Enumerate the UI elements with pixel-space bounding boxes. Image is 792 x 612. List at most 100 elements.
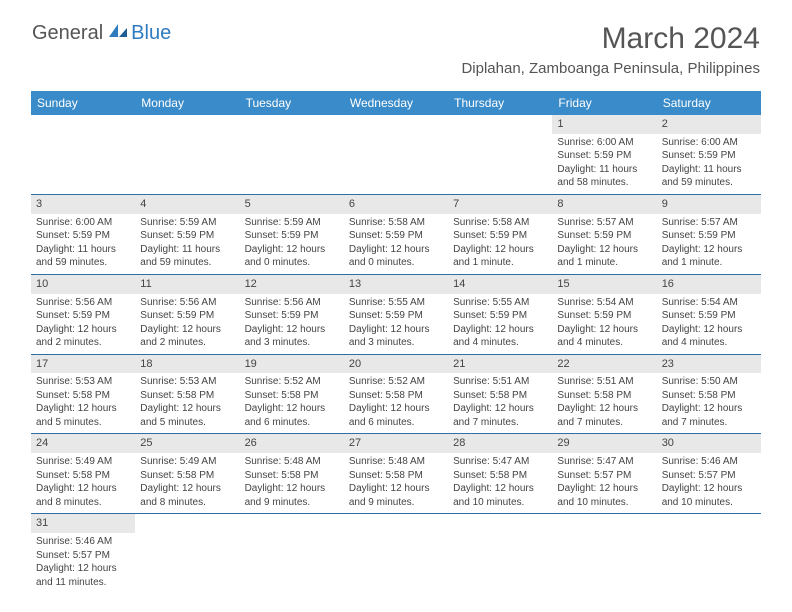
day-number: 7 — [448, 195, 552, 214]
day-number: 9 — [657, 195, 761, 214]
sunset-text: Sunset: 5:59 PM — [557, 229, 651, 243]
day-number: 27 — [344, 434, 448, 453]
calendar-day-cell: 9Sunrise: 5:57 AMSunset: 5:59 PMDaylight… — [657, 194, 761, 274]
calendar-day-cell: 24Sunrise: 5:49 AMSunset: 5:58 PMDayligh… — [31, 434, 135, 514]
sunset-text: Sunset: 5:58 PM — [453, 389, 547, 403]
day-number: 24 — [31, 434, 135, 453]
calendar-day-cell: 2Sunrise: 6:00 AMSunset: 5:59 PMDaylight… — [657, 115, 761, 194]
day-details: Sunrise: 5:56 AMSunset: 5:59 PMDaylight:… — [240, 294, 344, 354]
sunrise-text: Sunrise: 5:46 AM — [662, 455, 756, 469]
sunset-text: Sunset: 5:59 PM — [245, 309, 339, 323]
sunset-text: Sunset: 5:58 PM — [453, 469, 547, 483]
calendar-day-cell: 15Sunrise: 5:54 AMSunset: 5:59 PMDayligh… — [552, 274, 656, 354]
daylight-text: Daylight: 12 hours and 10 minutes. — [662, 482, 756, 509]
weekday-header: Saturday — [657, 91, 761, 115]
weekday-header-row: SundayMondayTuesdayWednesdayThursdayFrid… — [31, 91, 761, 115]
sunset-text: Sunset: 5:58 PM — [349, 469, 443, 483]
calendar-day-cell: 6Sunrise: 5:58 AMSunset: 5:59 PMDaylight… — [344, 194, 448, 274]
daylight-text: Daylight: 11 hours and 59 minutes. — [140, 243, 234, 270]
day-number: 14 — [448, 275, 552, 294]
day-details: Sunrise: 5:53 AMSunset: 5:58 PMDaylight:… — [31, 373, 135, 433]
calendar-day-cell — [240, 115, 344, 194]
calendar-day-cell — [240, 514, 344, 593]
weekday-header: Tuesday — [240, 91, 344, 115]
daylight-text: Daylight: 11 hours and 58 minutes. — [557, 163, 651, 190]
day-number: 8 — [552, 195, 656, 214]
day-number: 20 — [344, 355, 448, 374]
calendar-day-cell: 27Sunrise: 5:48 AMSunset: 5:58 PMDayligh… — [344, 434, 448, 514]
calendar-body: 1Sunrise: 6:00 AMSunset: 5:59 PMDaylight… — [31, 115, 761, 593]
day-details: Sunrise: 5:54 AMSunset: 5:59 PMDaylight:… — [657, 294, 761, 354]
sunset-text: Sunset: 5:59 PM — [662, 229, 756, 243]
sunrise-text: Sunrise: 6:00 AM — [662, 136, 756, 150]
sunrise-text: Sunrise: 5:52 AM — [245, 375, 339, 389]
day-number: 17 — [31, 355, 135, 374]
sunrise-text: Sunrise: 5:49 AM — [36, 455, 130, 469]
daylight-text: Daylight: 12 hours and 0 minutes. — [349, 243, 443, 270]
day-details: Sunrise: 5:58 AMSunset: 5:59 PMDaylight:… — [344, 214, 448, 274]
daylight-text: Daylight: 12 hours and 10 minutes. — [557, 482, 651, 509]
sunset-text: Sunset: 5:59 PM — [36, 309, 130, 323]
calendar-day-cell: 28Sunrise: 5:47 AMSunset: 5:58 PMDayligh… — [448, 434, 552, 514]
sunrise-text: Sunrise: 5:50 AM — [662, 375, 756, 389]
day-details: Sunrise: 6:00 AMSunset: 5:59 PMDaylight:… — [657, 134, 761, 194]
calendar-table: SundayMondayTuesdayWednesdayThursdayFrid… — [31, 91, 761, 593]
daylight-text: Daylight: 12 hours and 7 minutes. — [662, 402, 756, 429]
sunrise-text: Sunrise: 5:47 AM — [453, 455, 547, 469]
logo-text-general: General — [32, 22, 103, 45]
sunrise-text: Sunrise: 5:47 AM — [557, 455, 651, 469]
day-details: Sunrise: 5:47 AMSunset: 5:57 PMDaylight:… — [552, 453, 656, 513]
calendar-day-cell — [344, 115, 448, 194]
calendar-day-cell — [448, 115, 552, 194]
daylight-text: Daylight: 12 hours and 3 minutes. — [245, 323, 339, 350]
calendar-day-cell — [657, 514, 761, 593]
calendar-day-cell — [135, 514, 239, 593]
sunset-text: Sunset: 5:57 PM — [36, 549, 130, 563]
sunrise-text: Sunrise: 5:54 AM — [662, 296, 756, 310]
sunrise-text: Sunrise: 5:56 AM — [36, 296, 130, 310]
sunrise-text: Sunrise: 5:48 AM — [245, 455, 339, 469]
day-number: 22 — [552, 355, 656, 374]
day-number: 10 — [31, 275, 135, 294]
day-details: Sunrise: 5:48 AMSunset: 5:58 PMDaylight:… — [240, 453, 344, 513]
daylight-text: Daylight: 12 hours and 11 minutes. — [36, 562, 130, 589]
calendar-day-cell — [344, 514, 448, 593]
sunrise-text: Sunrise: 5:57 AM — [662, 216, 756, 230]
weekday-header: Wednesday — [344, 91, 448, 115]
calendar-day-cell: 12Sunrise: 5:56 AMSunset: 5:59 PMDayligh… — [240, 274, 344, 354]
daylight-text: Daylight: 12 hours and 2 minutes. — [140, 323, 234, 350]
sunset-text: Sunset: 5:59 PM — [140, 309, 234, 323]
calendar-day-cell: 3Sunrise: 6:00 AMSunset: 5:59 PMDaylight… — [31, 194, 135, 274]
day-number: 1 — [552, 115, 656, 134]
calendar-day-cell: 31Sunrise: 5:46 AMSunset: 5:57 PMDayligh… — [31, 514, 135, 593]
sunrise-text: Sunrise: 5:57 AM — [557, 216, 651, 230]
sunset-text: Sunset: 5:58 PM — [140, 389, 234, 403]
calendar-week-row: 3Sunrise: 6:00 AMSunset: 5:59 PMDaylight… — [31, 194, 761, 274]
sunrise-text: Sunrise: 5:51 AM — [453, 375, 547, 389]
calendar-week-row: 24Sunrise: 5:49 AMSunset: 5:58 PMDayligh… — [31, 434, 761, 514]
day-details: Sunrise: 6:00 AMSunset: 5:59 PMDaylight:… — [552, 134, 656, 194]
day-details: Sunrise: 5:46 AMSunset: 5:57 PMDaylight:… — [31, 533, 135, 593]
day-number: 30 — [657, 434, 761, 453]
calendar-day-cell: 5Sunrise: 5:59 AMSunset: 5:59 PMDaylight… — [240, 194, 344, 274]
day-details: Sunrise: 5:56 AMSunset: 5:59 PMDaylight:… — [31, 294, 135, 354]
sunset-text: Sunset: 5:59 PM — [453, 309, 547, 323]
day-details: Sunrise: 5:55 AMSunset: 5:59 PMDaylight:… — [448, 294, 552, 354]
sunset-text: Sunset: 5:59 PM — [245, 229, 339, 243]
calendar-day-cell: 17Sunrise: 5:53 AMSunset: 5:58 PMDayligh… — [31, 354, 135, 434]
daylight-text: Daylight: 12 hours and 5 minutes. — [36, 402, 130, 429]
daylight-text: Daylight: 12 hours and 6 minutes. — [349, 402, 443, 429]
daylight-text: Daylight: 12 hours and 9 minutes. — [349, 482, 443, 509]
sunrise-text: Sunrise: 5:56 AM — [245, 296, 339, 310]
day-number: 5 — [240, 195, 344, 214]
sunrise-text: Sunrise: 5:59 AM — [245, 216, 339, 230]
daylight-text: Daylight: 12 hours and 7 minutes. — [557, 402, 651, 429]
daylight-text: Daylight: 12 hours and 6 minutes. — [245, 402, 339, 429]
sunset-text: Sunset: 5:58 PM — [36, 469, 130, 483]
day-number: 21 — [448, 355, 552, 374]
day-number: 15 — [552, 275, 656, 294]
daylight-text: Daylight: 12 hours and 2 minutes. — [36, 323, 130, 350]
day-number: 3 — [31, 195, 135, 214]
sunset-text: Sunset: 5:59 PM — [662, 309, 756, 323]
day-details: Sunrise: 5:53 AMSunset: 5:58 PMDaylight:… — [135, 373, 239, 433]
